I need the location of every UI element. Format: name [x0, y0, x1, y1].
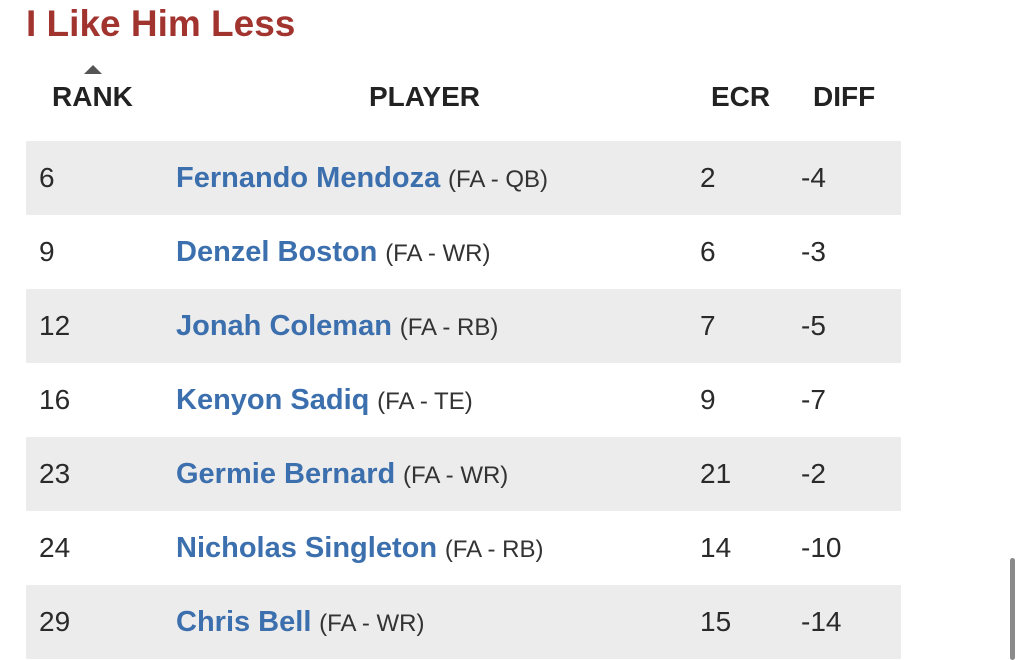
player-cell: Fernando Mendoza (FA - QB): [176, 141, 548, 215]
player-team-position: (FA - RB): [399, 314, 499, 341]
diff-cell: -7: [801, 384, 826, 415]
player-team-position: (FA - TE): [377, 388, 473, 415]
diff-cell: -14: [801, 606, 842, 637]
rank-cell: 23: [39, 458, 71, 489]
diff-cell: -5: [801, 310, 826, 341]
player-cell: Jonah Coleman (FA - RB): [176, 289, 498, 363]
player-team-position: (FA - WR): [319, 610, 425, 637]
ecr-cell: 14: [700, 532, 732, 563]
diff-cell: -10: [801, 532, 842, 563]
vertical-scrollbar[interactable]: [1010, 558, 1015, 660]
player-link[interactable]: Kenyon Sadiq: [176, 384, 370, 416]
player-link[interactable]: Denzel Boston: [176, 236, 378, 268]
table-row: 16 Kenyon Sadiq (FA - TE) 9 -7: [26, 363, 901, 437]
table-row: 29 Chris Bell (FA - WR) 15 -14: [26, 585, 901, 659]
ecr-cell: 2: [700, 162, 716, 193]
rank-cell: 9: [39, 236, 55, 267]
ecr-cell: 21: [700, 458, 732, 489]
table-row: 12 Jonah Coleman (FA - RB) 7 -5: [26, 289, 901, 363]
player-team-position: (FA - WR): [385, 240, 491, 267]
diff-cell: -2: [801, 458, 826, 489]
section-title: I Like Him Less: [26, 3, 296, 44]
player-link[interactable]: Chris Bell: [176, 606, 312, 638]
player-link[interactable]: Jonah Coleman: [176, 310, 392, 342]
player-cell: Nicholas Singleton (FA - RB): [176, 511, 543, 585]
table-row: 6 Fernando Mendoza (FA - QB) 2 -4: [26, 141, 901, 215]
diff-cell: -4: [801, 162, 826, 193]
sort-ascending-icon[interactable]: [84, 65, 102, 74]
player-team-position: (FA - WR): [402, 462, 509, 489]
column-header-ecr[interactable]: ECR: [711, 81, 771, 112]
table-row: 23 Germie Bernard (FA - WR) 21 -2: [26, 437, 901, 511]
player-link[interactable]: Nicholas Singleton: [176, 532, 438, 564]
rank-cell: 12: [39, 310, 71, 341]
rank-cell: 29: [39, 606, 71, 637]
ecr-cell: 7: [700, 310, 716, 341]
rank-cell: 6: [39, 162, 55, 193]
table-header: RANK PLAYER ECR DIFF: [26, 60, 901, 141]
table-row: 9 Denzel Boston (FA - WR) 6 -3: [26, 215, 901, 289]
rank-cell: 24: [39, 532, 71, 563]
diff-cell: -3: [801, 236, 826, 267]
column-header-diff[interactable]: DIFF: [813, 81, 876, 112]
column-header-rank[interactable]: RANK: [52, 81, 133, 112]
ecr-cell: 9: [700, 384, 716, 415]
player-cell: Chris Bell (FA - WR): [176, 585, 424, 659]
table-row: 24 Nicholas Singleton (FA - RB) 14 -10: [26, 511, 901, 585]
player-cell: Kenyon Sadiq (FA - TE): [176, 363, 473, 437]
column-header-player[interactable]: PLAYER: [369, 81, 481, 112]
player-link[interactable]: Fernando Mendoza: [176, 162, 441, 194]
table-body: 6 Fernando Mendoza (FA - QB) 2 -4 9 Denz…: [26, 141, 901, 659]
ecr-cell: 6: [700, 236, 716, 267]
ecr-cell: 15: [700, 606, 732, 637]
player-cell: Germie Bernard (FA - WR): [176, 437, 508, 511]
player-cell: Denzel Boston (FA - WR): [176, 215, 491, 289]
player-team-position: (FA - QB): [448, 166, 549, 193]
rank-cell: 16: [39, 384, 71, 415]
player-team-position: (FA - RB): [444, 536, 544, 563]
player-link[interactable]: Germie Bernard: [176, 458, 396, 490]
rankings-table: RANK PLAYER ECR DIFF 6 Fernando Mendoza …: [26, 60, 901, 659]
